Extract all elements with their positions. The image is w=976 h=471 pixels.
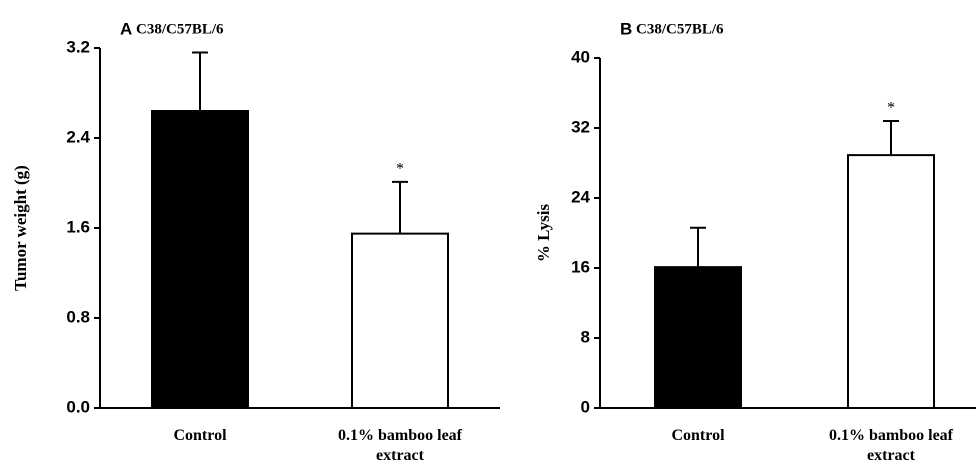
x-tick-label: 0.1% bamboo leaf extract [829, 427, 953, 464]
significance-mark: * [396, 161, 404, 178]
y-tick-label: 0.0 [66, 397, 90, 416]
bar [151, 110, 249, 409]
chart-title: C38/C57BL/6 [636, 21, 724, 37]
y-tick-label: 3.2 [66, 37, 90, 56]
x-tick-label: Control [173, 427, 227, 444]
y-axis-label: Tumor weight (g) [11, 165, 30, 291]
y-tick-label: 1.6 [66, 217, 90, 236]
y-tick-label: 32 [571, 117, 590, 136]
y-tick-label: 0 [581, 397, 590, 416]
y-tick-label: 40 [571, 47, 590, 66]
bar [351, 232, 449, 409]
panel-label: A [120, 19, 132, 38]
chart-title: C38/C57BL/6 [136, 21, 224, 37]
significance-mark: * [887, 100, 895, 117]
y-tick-label: 8 [581, 327, 590, 346]
y-tick-label: 16 [571, 257, 590, 276]
bar [654, 266, 742, 409]
y-tick-label: 24 [571, 187, 590, 206]
bar [847, 154, 935, 409]
y-axis-label: % Lysis [534, 204, 553, 262]
y-tick-label: 0.8 [66, 307, 90, 326]
y-tick-label: 2.4 [66, 127, 90, 146]
panel-label: B [620, 19, 632, 38]
x-tick-label: Control [671, 427, 725, 444]
x-tick-label: 0.1% bamboo leaf extract [338, 427, 462, 464]
